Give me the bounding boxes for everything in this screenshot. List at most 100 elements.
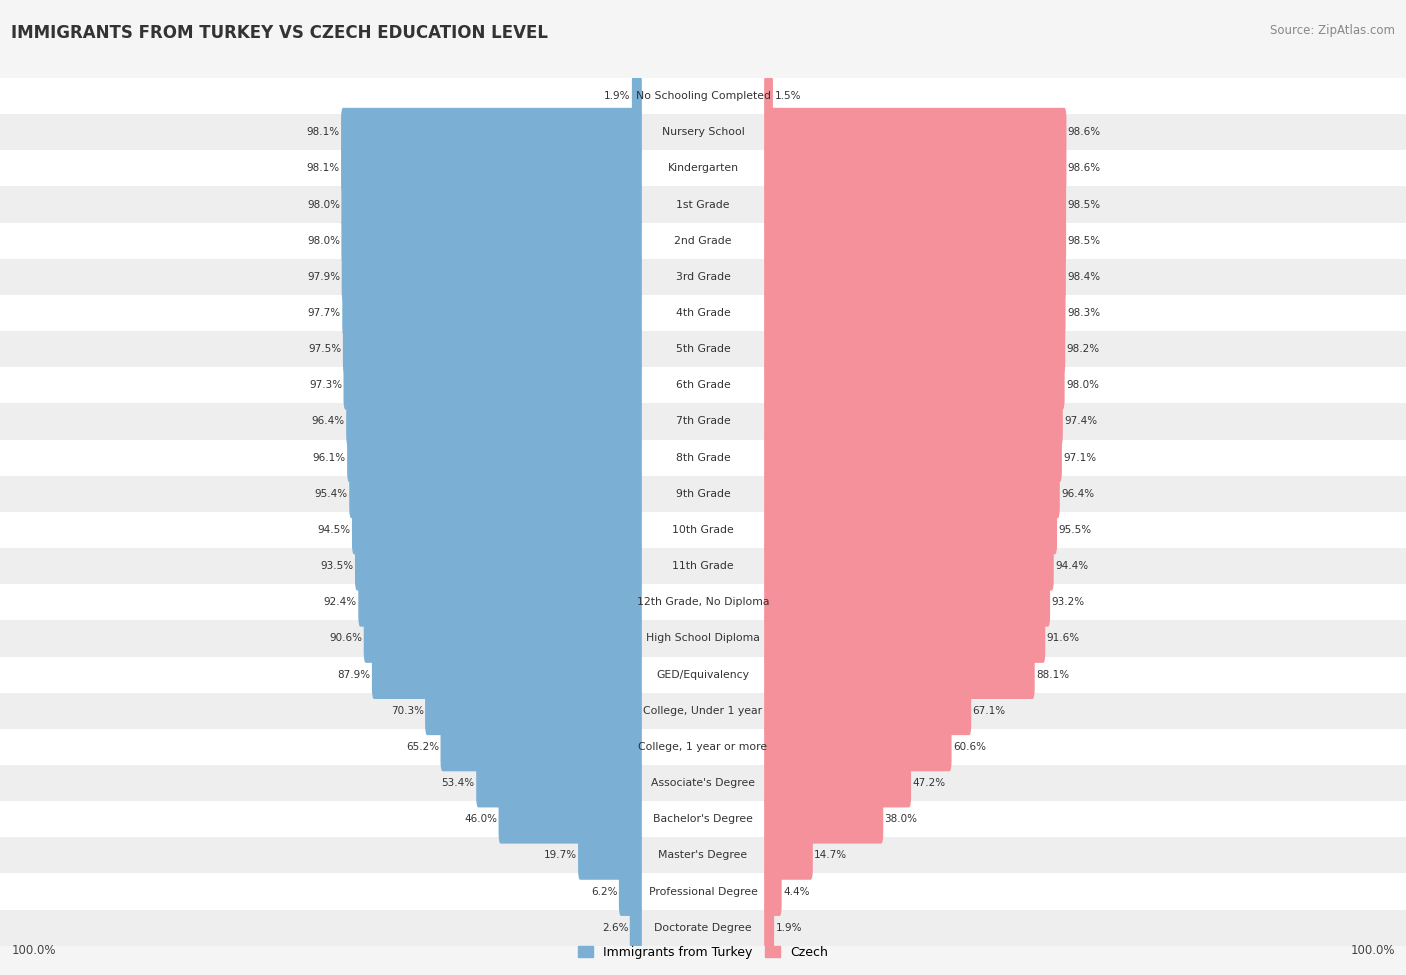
FancyBboxPatch shape	[0, 258, 1406, 294]
FancyBboxPatch shape	[765, 253, 1066, 301]
Text: 98.6%: 98.6%	[1067, 127, 1101, 137]
FancyBboxPatch shape	[765, 144, 1066, 193]
Text: Source: ZipAtlas.com: Source: ZipAtlas.com	[1270, 24, 1395, 37]
FancyBboxPatch shape	[765, 722, 952, 771]
FancyBboxPatch shape	[354, 542, 643, 591]
FancyBboxPatch shape	[0, 765, 1406, 801]
Text: 90.6%: 90.6%	[329, 634, 363, 644]
Text: 6.2%: 6.2%	[591, 886, 617, 897]
Text: 47.2%: 47.2%	[912, 778, 946, 788]
FancyBboxPatch shape	[477, 759, 643, 807]
Text: 88.1%: 88.1%	[1036, 670, 1069, 680]
FancyBboxPatch shape	[373, 650, 643, 699]
FancyBboxPatch shape	[343, 361, 643, 410]
FancyBboxPatch shape	[0, 114, 1406, 150]
Text: 2nd Grade: 2nd Grade	[675, 236, 731, 246]
FancyBboxPatch shape	[0, 476, 1406, 512]
FancyBboxPatch shape	[0, 512, 1406, 548]
FancyBboxPatch shape	[765, 759, 911, 807]
FancyBboxPatch shape	[499, 795, 643, 843]
Text: Kindergarten: Kindergarten	[668, 164, 738, 174]
Text: GED/Equivalency: GED/Equivalency	[657, 670, 749, 680]
FancyBboxPatch shape	[0, 294, 1406, 332]
FancyBboxPatch shape	[0, 548, 1406, 584]
Text: 4th Grade: 4th Grade	[676, 308, 730, 318]
Text: 6th Grade: 6th Grade	[676, 380, 730, 390]
FancyBboxPatch shape	[440, 722, 643, 771]
Text: High School Diploma: High School Diploma	[647, 634, 759, 644]
Text: 100.0%: 100.0%	[11, 945, 56, 957]
FancyBboxPatch shape	[342, 253, 643, 301]
FancyBboxPatch shape	[343, 325, 643, 373]
Text: 5th Grade: 5th Grade	[676, 344, 730, 354]
FancyBboxPatch shape	[765, 180, 1066, 229]
Text: 9th Grade: 9th Grade	[676, 488, 730, 499]
FancyBboxPatch shape	[349, 469, 643, 518]
Text: 67.1%: 67.1%	[973, 706, 1005, 716]
FancyBboxPatch shape	[765, 650, 1035, 699]
Text: 97.5%: 97.5%	[308, 344, 342, 354]
FancyBboxPatch shape	[765, 108, 1066, 157]
FancyBboxPatch shape	[630, 903, 641, 952]
FancyBboxPatch shape	[765, 72, 773, 121]
Text: 91.6%: 91.6%	[1046, 634, 1080, 644]
Text: Bachelor's Degree: Bachelor's Degree	[652, 814, 754, 824]
FancyBboxPatch shape	[359, 578, 643, 627]
Text: 12th Grade, No Diploma: 12th Grade, No Diploma	[637, 598, 769, 607]
Text: 14.7%: 14.7%	[814, 850, 848, 860]
Text: 98.0%: 98.0%	[307, 200, 340, 210]
FancyBboxPatch shape	[765, 397, 1063, 446]
Text: 94.5%: 94.5%	[318, 525, 350, 535]
Text: 19.7%: 19.7%	[544, 850, 576, 860]
FancyBboxPatch shape	[0, 584, 1406, 620]
Text: 98.1%: 98.1%	[307, 164, 340, 174]
FancyBboxPatch shape	[765, 795, 883, 843]
Text: 2.6%: 2.6%	[602, 922, 628, 933]
FancyBboxPatch shape	[0, 692, 1406, 729]
Text: 97.3%: 97.3%	[309, 380, 342, 390]
Text: 97.4%: 97.4%	[1064, 416, 1097, 426]
Text: 98.6%: 98.6%	[1067, 164, 1101, 174]
Text: 93.2%: 93.2%	[1052, 598, 1084, 607]
FancyBboxPatch shape	[631, 72, 641, 121]
Text: 98.0%: 98.0%	[1066, 380, 1099, 390]
FancyBboxPatch shape	[342, 216, 643, 265]
FancyBboxPatch shape	[765, 469, 1060, 518]
FancyBboxPatch shape	[342, 180, 643, 229]
Text: 100.0%: 100.0%	[1350, 945, 1395, 957]
FancyBboxPatch shape	[0, 222, 1406, 258]
FancyBboxPatch shape	[0, 620, 1406, 656]
FancyBboxPatch shape	[0, 729, 1406, 765]
Text: IMMIGRANTS FROM TURKEY VS CZECH EDUCATION LEVEL: IMMIGRANTS FROM TURKEY VS CZECH EDUCATIO…	[11, 24, 548, 42]
FancyBboxPatch shape	[765, 506, 1057, 555]
Text: 7th Grade: 7th Grade	[676, 416, 730, 426]
FancyBboxPatch shape	[619, 867, 641, 916]
FancyBboxPatch shape	[0, 404, 1406, 440]
Text: 93.5%: 93.5%	[321, 561, 353, 571]
FancyBboxPatch shape	[765, 289, 1066, 337]
Text: 46.0%: 46.0%	[464, 814, 498, 824]
Text: Master's Degree: Master's Degree	[658, 850, 748, 860]
Text: 1st Grade: 1st Grade	[676, 200, 730, 210]
FancyBboxPatch shape	[765, 831, 813, 879]
Text: 96.4%: 96.4%	[312, 416, 344, 426]
Text: 1.9%: 1.9%	[605, 91, 630, 101]
Text: 87.9%: 87.9%	[337, 670, 371, 680]
Text: 1.9%: 1.9%	[776, 922, 801, 933]
Text: 94.4%: 94.4%	[1054, 561, 1088, 571]
Text: 97.9%: 97.9%	[307, 272, 340, 282]
Legend: Immigrants from Turkey, Czech: Immigrants from Turkey, Czech	[574, 941, 832, 964]
Text: 96.4%: 96.4%	[1062, 488, 1094, 499]
FancyBboxPatch shape	[346, 397, 643, 446]
FancyBboxPatch shape	[765, 361, 1064, 410]
FancyBboxPatch shape	[352, 506, 643, 555]
Text: 98.2%: 98.2%	[1067, 344, 1099, 354]
FancyBboxPatch shape	[765, 216, 1066, 265]
Text: 65.2%: 65.2%	[406, 742, 439, 752]
FancyBboxPatch shape	[364, 614, 643, 663]
FancyBboxPatch shape	[425, 686, 643, 735]
FancyBboxPatch shape	[0, 186, 1406, 222]
FancyBboxPatch shape	[765, 433, 1062, 482]
Text: 53.4%: 53.4%	[441, 778, 475, 788]
Text: Associate's Degree: Associate's Degree	[651, 778, 755, 788]
